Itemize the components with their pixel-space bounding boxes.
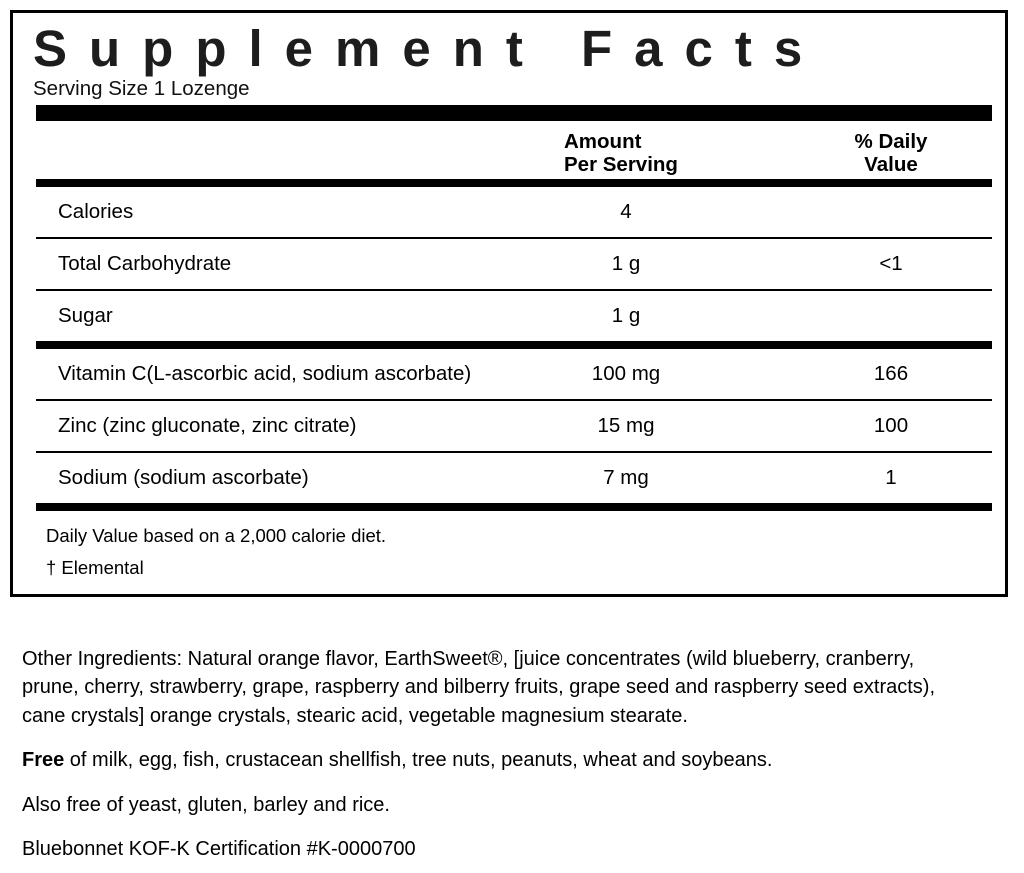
nutrient-daily-value: 166 <box>873 362 909 386</box>
footnote-daily-value: Daily Value based on a 2,000 calorie die… <box>46 525 387 547</box>
amount-header-line1: Amount <box>564 130 642 154</box>
supplement-facts-panel: Supplement Facts Serving Size 1 Lozenge … <box>10 10 1008 597</box>
below-panel-text: Other Ingredients: Natural orange flavor… <box>22 645 962 863</box>
nutrient-amount: 100 mg <box>591 362 661 386</box>
rule-thin <box>36 451 992 454</box>
amount-header-line2: Per Serving <box>564 153 678 177</box>
free-text: of milk, egg, fish, crustacean shellfish… <box>64 749 773 772</box>
table-row: Vitamin C(L-ascorbic acid, sodium ascorb… <box>36 349 992 399</box>
nutrient-name: Sodium (sodium ascorbate) <box>58 466 309 490</box>
nutrient-name: Calories <box>58 200 134 224</box>
nutrient-name: Sugar <box>58 304 113 328</box>
rule-thin <box>36 399 992 402</box>
also-free-line: Also free of yeast, gluten, barley and r… <box>22 793 390 816</box>
allergen-free-line: Free of milk, egg, fish, crustacean shel… <box>22 746 962 774</box>
panel-footnotes: Daily Value based on a 2,000 calorie die… <box>36 511 992 594</box>
table-row: Calories 4 <box>36 187 992 237</box>
nutrient-amount: 7 mg <box>603 466 649 490</box>
page-title: Supplement Facts <box>33 20 825 77</box>
table-row: Zinc (zinc gluconate, zinc citrate) 15 m… <box>36 401 992 451</box>
amount-per-serving-header: Amount Per Serving <box>564 130 678 177</box>
daily-value-header: % Daily Value <box>796 130 986 177</box>
nutrient-daily-value: <1 <box>879 252 903 276</box>
rule-medium-bottom <box>36 503 992 512</box>
nutrient-amount: 1 g <box>611 252 641 276</box>
nutrient-name: Vitamin C(L-ascorbic acid, sodium ascorb… <box>58 362 472 386</box>
rule-medium-between-groups <box>36 341 992 350</box>
serving-size-text: Serving Size 1 Lozenge <box>33 76 250 100</box>
daily-value-header-line2: Value <box>864 153 918 177</box>
footnote-elemental: † Elemental <box>46 556 144 578</box>
rule-thick-top <box>36 105 992 122</box>
rule-thin <box>36 237 992 240</box>
column-headers: Amount Per Serving % Daily Value <box>36 121 992 179</box>
rule-medium-after-headers <box>36 179 992 188</box>
nutrient-daily-value: 100 <box>873 414 909 438</box>
rule-thin <box>36 289 992 292</box>
nutrient-daily-value: 1 <box>885 466 897 490</box>
table-row: Sodium (sodium ascorbate) 7 mg 1 <box>36 453 992 503</box>
nutrient-name: Total Carbohydrate <box>58 252 232 276</box>
free-label: Free <box>22 749 65 772</box>
other-ingredients-paragraph: Other Ingredients: Natural orange flavor… <box>22 648 935 727</box>
nutrient-amount: 4 <box>620 200 632 224</box>
nutrient-name: Zinc (zinc gluconate, zinc citrate) <box>58 414 357 438</box>
nutrient-amount: 1 g <box>611 304 641 328</box>
table-row: Total Carbohydrate 1 g <1 <box>36 239 992 289</box>
certification-line: Bluebonnet KOF-K Certification #K-000070… <box>22 837 416 860</box>
table-row: Sugar 1 g <box>36 291 992 341</box>
daily-value-header-line1: % Daily <box>854 130 928 154</box>
nutrient-amount: 15 mg <box>597 414 655 438</box>
